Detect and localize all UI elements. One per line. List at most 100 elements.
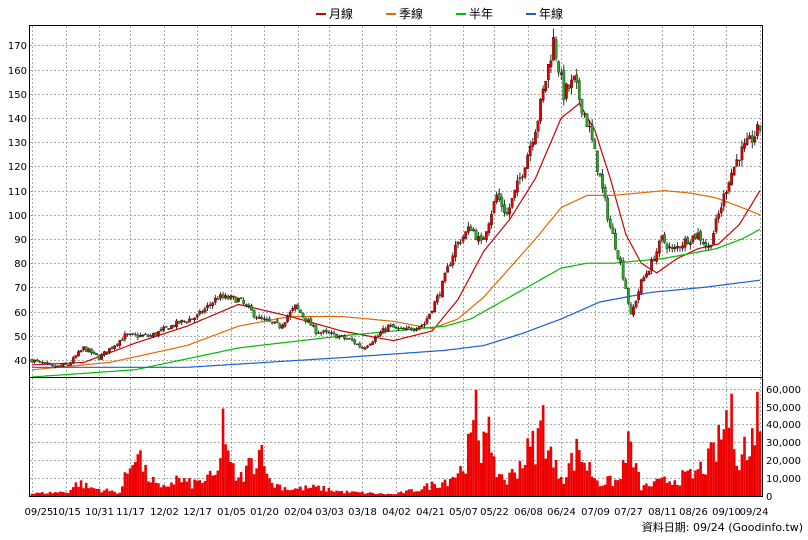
candle-body [541,88,545,101]
candle-body [268,318,271,322]
candle-body [278,323,282,329]
volume-bar [131,465,134,496]
candle-body [324,329,328,332]
candle-body [110,347,114,349]
candle-body [490,214,493,225]
volume-bar [232,463,235,496]
volume-bar [528,446,532,496]
legend: 月線 季線 半年 年線 [316,6,563,21]
volume-bar [381,493,385,496]
candle-body [337,336,341,338]
candle-body [177,320,181,324]
candle-body [296,304,300,310]
price-tick-13: 170 [8,41,27,52]
volume-bar [446,486,449,496]
volume-bar [95,488,98,496]
candle-body [232,296,235,298]
candle-body [650,259,653,271]
volume-bar [374,493,377,496]
candle-body [691,235,695,243]
volume-bar [709,442,713,496]
volume-bar [363,493,367,496]
volume-bar [350,491,354,496]
candle-body [84,346,88,352]
volume-bar [472,420,475,496]
candle-body [270,321,274,323]
volume-bar [634,463,638,496]
price-grid [30,26,762,377]
volume-bar [324,491,328,496]
candle-body [319,332,323,334]
candle-body [102,351,106,356]
candle-body [40,362,44,364]
candle-body [234,297,238,303]
candle-body [415,328,419,331]
legend-label-1: 季線 [399,6,423,21]
volume-bar [688,469,692,496]
candle-body [626,288,630,304]
volume-bar [714,461,718,496]
candle-body [629,304,633,314]
volume-bar [133,462,137,496]
candle-body [454,244,457,258]
candle-body [144,333,147,336]
volume-bar [652,481,656,496]
candle-body [247,304,251,307]
candle-body [175,320,178,328]
candle-body [283,322,287,327]
candle-body [637,291,641,301]
candle-body [226,296,230,300]
candle-body [115,344,119,346]
volume-bar [464,473,468,496]
candle-body [100,354,104,360]
volume-bar [676,484,679,496]
date-tick-1: 10/15 [52,507,81,518]
candle-body [435,295,439,303]
volume-bar [536,428,540,496]
volume-bar [466,433,470,496]
volume-bar [263,466,266,496]
candle-body [575,74,579,83]
volume-bar [353,491,356,496]
candle-body [701,241,705,244]
volume-bar [216,470,220,496]
volume-bar [485,432,488,496]
candle-body [554,39,558,59]
candle-body [162,327,166,331]
candle-body [201,311,204,313]
volume-bar [559,476,563,496]
volume-bar [66,493,70,496]
volume-bar [115,493,119,496]
candle-body [737,159,741,162]
volume-bar [61,491,65,496]
volume-bar [474,389,478,496]
date-tick-18: 07/27 [614,507,643,518]
candle-body [366,345,369,348]
volume-bar [330,490,333,496]
candle-body [203,308,207,313]
candle-body [536,121,540,132]
candle-body [404,327,408,331]
volume-bar [384,494,387,496]
candle-body [448,264,452,267]
candle-body [714,218,718,232]
candle-body [151,333,155,337]
candle-body [219,294,222,299]
volume-bar [756,391,759,496]
volume-bar [753,445,757,496]
candle-body [206,305,209,308]
volume-tick-4: 40,000 [766,420,801,431]
candle-body [712,233,715,245]
candle-body [301,313,305,317]
price-tick-7: 110 [8,187,27,198]
volume-bar [105,488,109,496]
candle-body [30,359,34,363]
candle-body [185,321,189,323]
volume-axis-ticks: 0 10,000 20,000 30,000 40,000 50,000 60,000 [766,385,801,503]
candle-body [128,333,132,335]
volume-bar [294,488,297,496]
candle-body [521,176,524,178]
volume-bar [386,493,390,496]
candle-body [652,259,656,262]
volume-bar [366,493,369,496]
